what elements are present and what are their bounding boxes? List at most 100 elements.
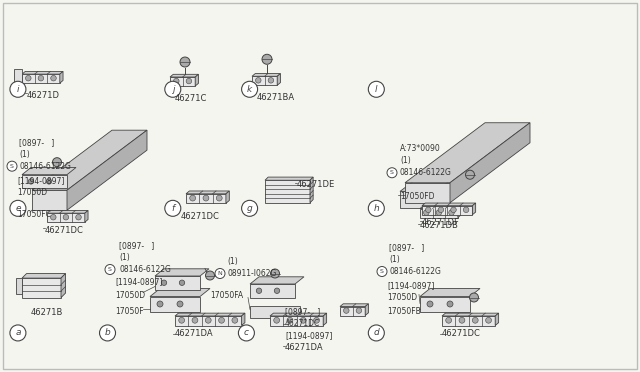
Circle shape xyxy=(10,81,26,97)
Text: 46271D: 46271D xyxy=(27,91,60,100)
Text: j: j xyxy=(172,85,174,94)
Circle shape xyxy=(486,317,492,323)
Polygon shape xyxy=(458,206,461,218)
Text: 17050FD: 17050FD xyxy=(400,192,435,201)
Polygon shape xyxy=(405,183,450,203)
Text: (1): (1) xyxy=(227,257,237,266)
Text: S: S xyxy=(380,269,384,274)
Polygon shape xyxy=(22,167,76,175)
Circle shape xyxy=(387,168,397,178)
Polygon shape xyxy=(265,180,310,203)
Polygon shape xyxy=(252,74,280,76)
Polygon shape xyxy=(250,284,295,298)
Text: [1194-0897]: [1194-0897] xyxy=(285,331,332,340)
Text: 46271DE: 46271DE xyxy=(297,180,335,189)
Circle shape xyxy=(26,76,31,81)
Circle shape xyxy=(216,195,222,201)
Polygon shape xyxy=(436,137,508,208)
Polygon shape xyxy=(155,269,209,276)
Circle shape xyxy=(173,78,179,84)
Circle shape xyxy=(274,317,280,323)
Polygon shape xyxy=(442,313,499,316)
Polygon shape xyxy=(22,71,63,74)
Text: 46271DC: 46271DC xyxy=(442,329,481,338)
Text: 46271B: 46271B xyxy=(31,308,63,317)
Text: [0897-   ]: [0897- ] xyxy=(285,307,320,316)
Circle shape xyxy=(426,207,431,212)
Polygon shape xyxy=(323,313,326,326)
Circle shape xyxy=(205,317,211,323)
Polygon shape xyxy=(67,130,147,210)
Circle shape xyxy=(100,325,116,341)
Circle shape xyxy=(215,269,225,279)
Text: 08146-6122G: 08146-6122G xyxy=(19,162,71,171)
Circle shape xyxy=(28,179,34,184)
Text: 46271DC: 46271DC xyxy=(285,319,320,328)
Circle shape xyxy=(157,301,163,307)
Circle shape xyxy=(449,210,454,215)
Polygon shape xyxy=(422,203,476,206)
Circle shape xyxy=(238,325,255,341)
Polygon shape xyxy=(270,316,323,326)
Circle shape xyxy=(242,200,258,217)
Text: 46271C: 46271C xyxy=(175,93,207,103)
Circle shape xyxy=(459,317,465,323)
Polygon shape xyxy=(250,277,304,284)
Polygon shape xyxy=(420,289,480,296)
Text: h: h xyxy=(374,204,379,213)
Circle shape xyxy=(427,301,433,307)
Circle shape xyxy=(165,81,181,97)
Circle shape xyxy=(271,269,280,278)
Polygon shape xyxy=(442,316,495,326)
Text: c: c xyxy=(244,328,249,337)
Polygon shape xyxy=(450,123,530,203)
Text: 46271BA: 46271BA xyxy=(257,93,295,102)
Text: (1): (1) xyxy=(19,150,29,159)
Polygon shape xyxy=(61,273,65,298)
Circle shape xyxy=(205,271,214,280)
Circle shape xyxy=(472,317,478,323)
Polygon shape xyxy=(400,191,436,208)
Polygon shape xyxy=(420,209,458,218)
Text: 17050D: 17050D xyxy=(17,188,47,197)
Polygon shape xyxy=(422,206,472,215)
Polygon shape xyxy=(420,296,470,311)
Text: A:73*0090: A:73*0090 xyxy=(400,144,441,153)
Polygon shape xyxy=(310,177,313,203)
Circle shape xyxy=(51,76,56,81)
Polygon shape xyxy=(340,307,365,315)
Polygon shape xyxy=(150,296,200,311)
Polygon shape xyxy=(265,177,313,180)
Text: 17050D: 17050D xyxy=(387,293,417,302)
Polygon shape xyxy=(155,276,200,289)
Polygon shape xyxy=(32,130,147,190)
Circle shape xyxy=(63,214,68,220)
Circle shape xyxy=(192,317,198,323)
Circle shape xyxy=(165,200,181,217)
Polygon shape xyxy=(22,175,67,188)
Circle shape xyxy=(203,195,209,201)
Circle shape xyxy=(161,280,166,285)
Circle shape xyxy=(463,207,469,212)
Text: 08146-6122G: 08146-6122G xyxy=(119,265,171,274)
Text: [0897-   ]: [0897- ] xyxy=(119,241,154,250)
Polygon shape xyxy=(22,74,60,83)
Text: a: a xyxy=(15,328,20,337)
Polygon shape xyxy=(16,278,22,294)
Text: [0897-   ]: [0897- ] xyxy=(389,243,424,252)
Circle shape xyxy=(242,81,258,97)
Text: [1194-0897]: [1194-0897] xyxy=(17,176,65,185)
Circle shape xyxy=(177,301,183,307)
Text: g: g xyxy=(247,204,252,213)
Polygon shape xyxy=(84,211,88,222)
Polygon shape xyxy=(195,74,198,86)
Text: l: l xyxy=(375,85,378,94)
Text: 17050FC: 17050FC xyxy=(17,210,51,219)
Circle shape xyxy=(438,207,444,212)
Text: e: e xyxy=(15,204,20,213)
Text: (1): (1) xyxy=(400,156,411,165)
Circle shape xyxy=(38,76,44,81)
Circle shape xyxy=(180,57,190,67)
Polygon shape xyxy=(22,278,61,298)
Polygon shape xyxy=(226,191,229,203)
